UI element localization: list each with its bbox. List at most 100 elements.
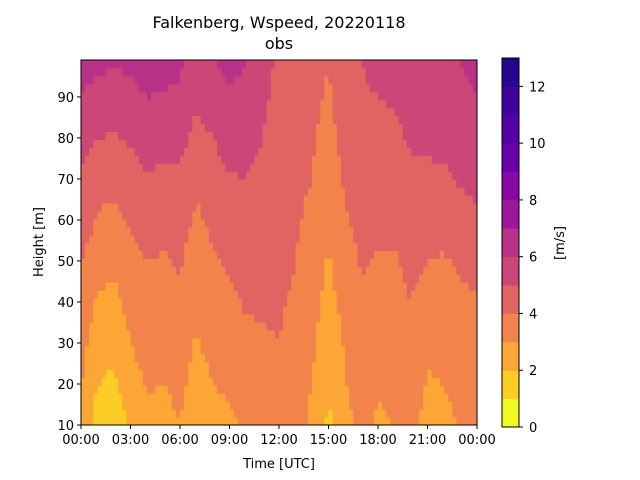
heatmap-cell	[101, 83, 107, 93]
heatmap-cell	[167, 393, 173, 402]
heatmap-cell	[180, 218, 185, 228]
heatmap-cell	[184, 242, 189, 252]
heatmap-cell	[142, 369, 148, 378]
heatmap-cell	[340, 75, 346, 85]
heatmap-cell	[81, 179, 86, 188]
heatmap-cell	[250, 60, 255, 69]
heatmap-cell	[241, 313, 247, 323]
heatmap-cell	[270, 147, 276, 156]
heatmap-cell	[324, 393, 330, 402]
heatmap-cell	[373, 139, 379, 148]
heatmap-cell	[208, 155, 214, 164]
heatmap-cell	[419, 290, 424, 299]
heatmap-cell	[439, 123, 445, 133]
heatmap-cell	[365, 401, 371, 410]
heatmap-cell	[258, 123, 264, 133]
heatmap-cell	[299, 123, 305, 133]
heatmap-cell	[155, 369, 160, 378]
heatmap-cell	[427, 91, 433, 101]
heatmap-cell	[134, 99, 140, 109]
heatmap-cell	[225, 298, 231, 307]
heatmap-cell	[246, 194, 251, 204]
heatmap-cell	[101, 401, 107, 410]
heatmap-cell	[394, 155, 400, 164]
heatmap-cell	[105, 337, 111, 347]
heatmap-cell	[402, 321, 408, 331]
heatmap-cell	[85, 60, 90, 69]
heatmap-cell	[378, 377, 383, 386]
heatmap-cell	[237, 123, 243, 133]
heatmap-cell	[258, 139, 264, 148]
heatmap-cell	[138, 218, 144, 228]
heatmap-cell	[472, 377, 477, 386]
heatmap-cell	[180, 242, 185, 252]
heatmap-cell	[336, 242, 342, 252]
heatmap-cell	[221, 385, 226, 394]
heatmap-cell	[468, 234, 474, 244]
heatmap-cell	[283, 417, 288, 425]
heatmap-cell	[419, 353, 424, 363]
heatmap-cell	[427, 139, 433, 148]
heatmap-cell	[147, 329, 152, 339]
heatmap-cell	[233, 282, 239, 291]
heatmap-cell	[266, 361, 272, 371]
heatmap-cell	[213, 186, 218, 196]
heatmap-cell	[89, 250, 94, 259]
heatmap-cell	[472, 353, 477, 363]
heatmap-cell	[237, 242, 243, 252]
heatmap-cell	[345, 99, 350, 109]
heatmap-cell	[237, 91, 243, 101]
heatmap-cell	[312, 258, 317, 267]
heatmap-cell	[274, 361, 280, 371]
heatmap-cell	[340, 329, 346, 339]
heatmap-cell	[324, 313, 330, 323]
heatmap-cell	[279, 99, 284, 109]
heatmap-cell	[241, 194, 247, 204]
heatmap-cell	[254, 313, 259, 323]
heatmap-cell	[241, 67, 247, 77]
heatmap-cell	[291, 99, 297, 109]
heatmap-cell	[229, 139, 235, 148]
heatmap-cell	[382, 226, 387, 236]
heatmap-cell	[402, 345, 408, 355]
heatmap-cell	[126, 123, 132, 133]
heatmap-cell	[345, 115, 350, 125]
heatmap-cell	[353, 234, 358, 244]
heatmap-cell	[225, 179, 231, 188]
heatmap-cell	[415, 147, 420, 156]
heatmap-cell	[126, 409, 132, 418]
heatmap-cell	[213, 274, 218, 283]
heatmap-cell	[316, 361, 321, 371]
heatmap-cell	[270, 139, 276, 148]
heatmap-cell	[398, 91, 404, 101]
heatmap-cell	[217, 258, 222, 267]
heatmap-cell	[274, 377, 280, 386]
heatmap-cell	[89, 305, 94, 315]
heatmap-cell	[361, 107, 367, 117]
heatmap-cell	[250, 321, 255, 331]
heatmap-cell	[472, 107, 477, 117]
heatmap-cell	[439, 377, 445, 386]
heatmap-cell	[109, 179, 115, 188]
heatmap-cell	[398, 60, 404, 69]
heatmap-cell	[398, 258, 404, 267]
heatmap-cell	[81, 337, 86, 347]
heatmap-cell	[299, 202, 305, 212]
heatmap-cell	[320, 91, 325, 101]
heatmap-cell	[369, 329, 375, 339]
heatmap-cell	[328, 361, 334, 371]
heatmap-cell	[378, 210, 383, 220]
heatmap-cell	[225, 282, 231, 291]
heatmap-cell	[382, 290, 387, 299]
heatmap-cell	[208, 361, 214, 371]
heatmap-cell	[464, 60, 470, 69]
heatmap-cell	[221, 329, 226, 339]
heatmap-cell	[307, 258, 313, 267]
heatmap-cell	[204, 258, 210, 267]
heatmap-cell	[138, 258, 144, 267]
heatmap-cell	[472, 83, 477, 93]
heatmap-cell	[196, 274, 202, 283]
heatmap-cell	[126, 210, 132, 220]
y-axis-label: Height [m]	[32, 207, 47, 277]
heatmap-cell	[452, 274, 457, 283]
